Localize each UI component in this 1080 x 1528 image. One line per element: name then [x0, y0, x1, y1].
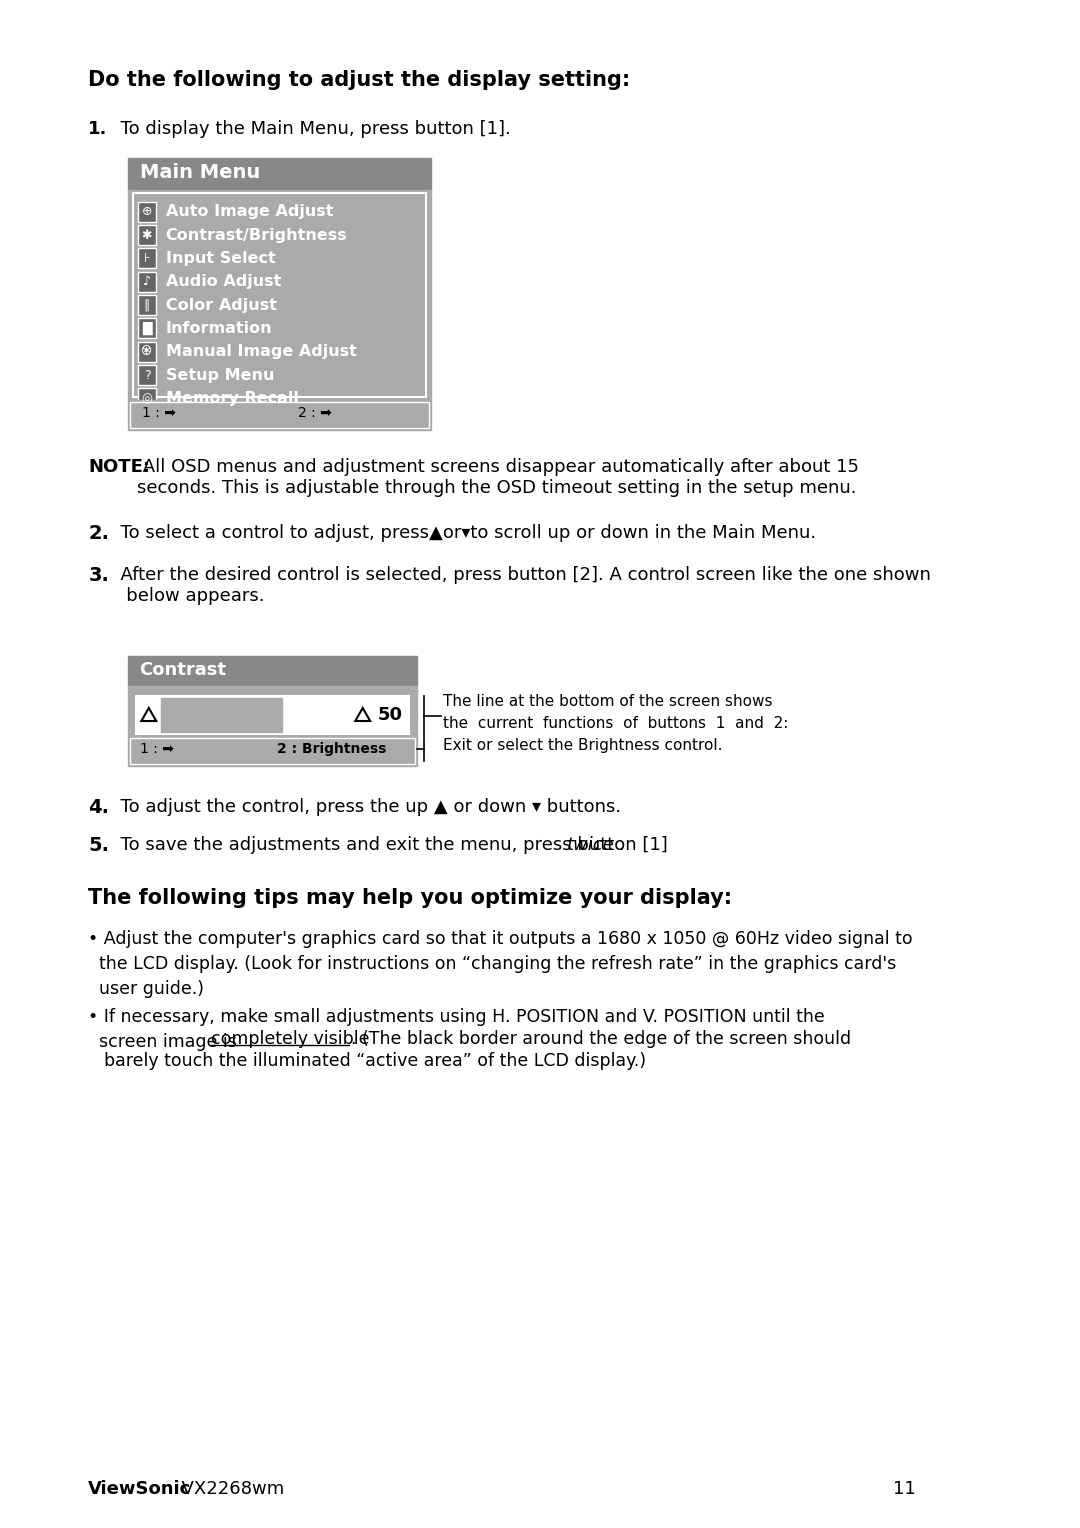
Text: The following tips may help you optimize your display:: The following tips may help you optimize…	[89, 888, 732, 908]
FancyBboxPatch shape	[136, 695, 409, 733]
Text: 1.: 1.	[89, 121, 108, 138]
FancyBboxPatch shape	[129, 686, 417, 736]
FancyBboxPatch shape	[137, 365, 157, 385]
Text: VX2268wm: VX2268wm	[171, 1481, 284, 1497]
FancyBboxPatch shape	[129, 656, 417, 686]
Text: 2 : Brightness: 2 : Brightness	[278, 743, 387, 756]
Text: 1 : ➡: 1 : ➡	[143, 406, 176, 420]
Text: Contrast: Contrast	[139, 662, 227, 678]
Text: To adjust the control, press the up ▲ or down ▾ buttons.: To adjust the control, press the up ▲ or…	[109, 798, 621, 816]
Text: Manual Image Adjust: Manual Image Adjust	[165, 344, 356, 359]
Text: barely touch the illuminated “active area” of the LCD display.): barely touch the illuminated “active are…	[104, 1051, 646, 1070]
Text: ⊦: ⊦	[144, 252, 150, 264]
FancyBboxPatch shape	[129, 157, 431, 189]
Text: 2.: 2.	[89, 524, 109, 542]
Text: To select a control to adjust, press▲or▾to scroll up or down in the Main Menu.: To select a control to adjust, press▲or▾…	[109, 524, 816, 542]
FancyBboxPatch shape	[137, 249, 157, 269]
Text: To save the adjustments and exit the menu, press button [1]: To save the adjustments and exit the men…	[109, 836, 673, 854]
Polygon shape	[141, 707, 157, 721]
Text: .: .	[619, 836, 624, 854]
Text: Information: Information	[165, 321, 272, 336]
Text: Auto Image Adjust: Auto Image Adjust	[165, 205, 333, 219]
Text: Contrast/Brightness: Contrast/Brightness	[165, 228, 348, 243]
Text: Setup Menu: Setup Menu	[165, 368, 274, 382]
FancyBboxPatch shape	[137, 225, 157, 244]
Text: Input Select: Input Select	[165, 251, 275, 266]
Text: . (The black border around the edge of the screen should: . (The black border around the edge of t…	[351, 1030, 851, 1048]
FancyBboxPatch shape	[137, 342, 157, 362]
Text: ♼: ♼	[141, 345, 152, 358]
Text: NOTE:: NOTE:	[89, 458, 150, 477]
FancyBboxPatch shape	[161, 698, 282, 732]
Text: 5.: 5.	[89, 836, 109, 856]
Text: 11: 11	[893, 1481, 916, 1497]
Text: ♪: ♪	[143, 275, 151, 289]
Text: twice: twice	[566, 836, 615, 854]
Text: • If necessary, make small adjustments using H. POSITION and V. POSITION until t: • If necessary, make small adjustments u…	[89, 1008, 825, 1051]
FancyBboxPatch shape	[137, 318, 157, 338]
FancyBboxPatch shape	[137, 388, 157, 408]
FancyBboxPatch shape	[137, 295, 157, 315]
Text: 2 : ➡: 2 : ➡	[298, 406, 332, 420]
Text: █: █	[143, 322, 152, 335]
Text: Memory Recall: Memory Recall	[165, 391, 298, 406]
Text: The line at the bottom of the screen shows
the  current  functions  of  buttons : The line at the bottom of the screen sho…	[443, 694, 788, 753]
Text: ✱: ✱	[141, 229, 152, 241]
Text: Audio Adjust: Audio Adjust	[165, 274, 281, 289]
Text: ?: ?	[144, 368, 150, 382]
Polygon shape	[355, 707, 370, 721]
FancyBboxPatch shape	[137, 202, 157, 222]
Text: 50: 50	[378, 706, 403, 724]
Text: ◎: ◎	[141, 391, 152, 405]
Text: 4.: 4.	[89, 798, 109, 817]
Text: ⊕: ⊕	[141, 205, 152, 219]
Text: To display the Main Menu, press button [1].: To display the Main Menu, press button […	[109, 121, 511, 138]
Text: After the desired control is selected, press button [2]. A control screen like t: After the desired control is selected, p…	[109, 565, 931, 605]
Text: 1 : ➡: 1 : ➡	[139, 743, 174, 756]
FancyBboxPatch shape	[137, 272, 157, 292]
Text: • Adjust the computer's graphics card so that it outputs a 1680 x 1050 @ 60Hz vi: • Adjust the computer's graphics card so…	[89, 931, 913, 998]
Text: ViewSonic: ViewSonic	[89, 1481, 191, 1497]
Text: Do the following to adjust the display setting:: Do the following to adjust the display s…	[89, 70, 631, 90]
Text: completely visible: completely visible	[211, 1030, 369, 1048]
FancyBboxPatch shape	[129, 736, 417, 766]
FancyBboxPatch shape	[129, 400, 431, 429]
Text: All OSD menus and adjustment screens disappear automatically after about 15
seco: All OSD menus and adjustment screens dis…	[137, 458, 859, 497]
Text: ‖: ‖	[144, 298, 150, 312]
Text: Main Menu: Main Menu	[139, 163, 260, 182]
FancyBboxPatch shape	[129, 189, 431, 400]
Text: 3.: 3.	[89, 565, 109, 585]
Text: Color Adjust: Color Adjust	[165, 298, 276, 313]
